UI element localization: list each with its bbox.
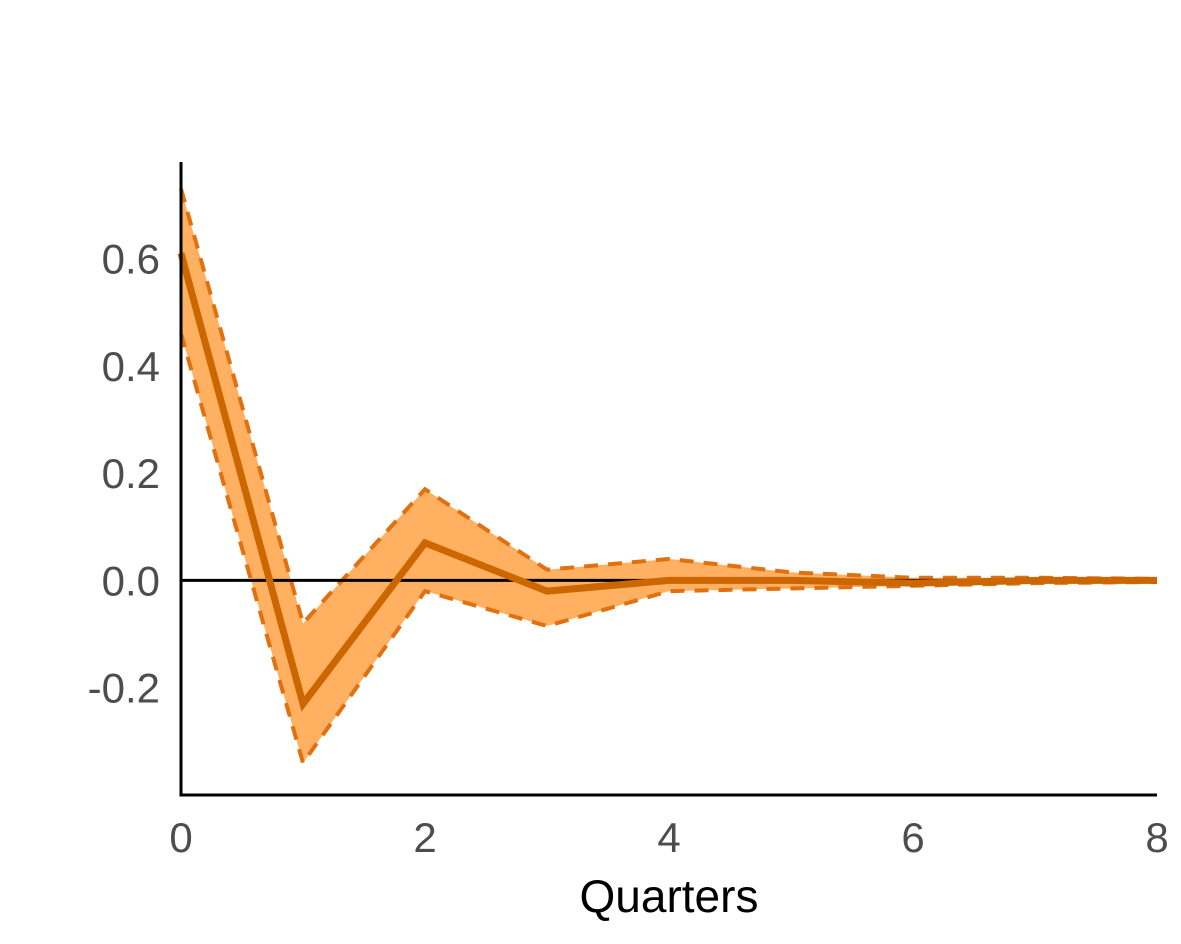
y-tick-label: -0.2: [88, 665, 160, 712]
x-tick-label: 8: [1145, 814, 1168, 861]
y-tick-label: 0.6: [102, 236, 160, 283]
x-axis-title: Quarters: [580, 870, 759, 922]
x-tick-label: 4: [657, 814, 680, 861]
x-tick-label: 6: [901, 814, 924, 861]
x-tick-label: 2: [413, 814, 436, 861]
y-tick-label: 0.2: [102, 450, 160, 497]
x-tick-label: 0: [169, 814, 192, 861]
upper-bound-line: [179, 188, 1158, 628]
y-tick-label: 0.0: [102, 557, 160, 604]
y-tick-label: 0.4: [102, 343, 160, 390]
